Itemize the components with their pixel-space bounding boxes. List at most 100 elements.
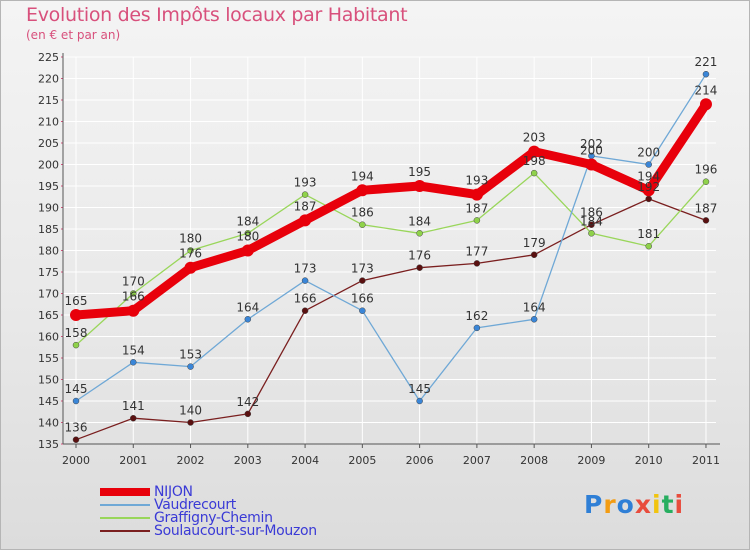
y-tick-label: 190 <box>38 202 59 215</box>
data-label: 221 <box>695 55 718 69</box>
data-point <box>530 251 538 259</box>
data-label: 164 <box>523 300 546 314</box>
data-point <box>72 397 80 405</box>
x-tick-label: 2007 <box>463 454 491 467</box>
data-label: 193 <box>294 176 317 190</box>
data-label: 170 <box>122 275 145 289</box>
data-label: 145 <box>408 382 431 396</box>
data-label: 192 <box>637 180 660 194</box>
data-label: 145 <box>65 382 88 396</box>
y-tick-label: 135 <box>38 438 59 451</box>
data-point <box>130 290 137 297</box>
brand-letter: t <box>661 490 675 519</box>
axes: 135 140 145 150 155 160 165 170 175 180 185 190 195 2… <box>38 51 720 467</box>
legend-label: Graffigny-Chemin <box>154 510 273 526</box>
data-label: 214 <box>695 83 718 97</box>
data-point <box>241 244 254 257</box>
data-point <box>299 214 312 227</box>
y-tick-label: 205 <box>38 137 59 150</box>
y-tick-label: 180 <box>38 245 59 258</box>
data-label: 181 <box>637 227 660 241</box>
data-point <box>301 307 309 314</box>
data-point <box>642 184 655 197</box>
data-point <box>244 410 252 418</box>
chart-title: Evolution des Impôts locaux par Habitant <box>26 4 408 26</box>
series-line-1 <box>75 73 707 402</box>
data-label: 187 <box>294 199 317 213</box>
brand-letter: x <box>634 490 652 519</box>
series-line-3 <box>75 198 707 441</box>
series-markers <box>70 70 712 443</box>
y-tick-label: 140 <box>38 417 59 430</box>
grid <box>63 56 716 445</box>
y-tick-label: 215 <box>38 94 59 107</box>
data-point <box>702 70 710 78</box>
legend-swatch <box>100 488 150 496</box>
data-point <box>702 217 710 224</box>
data-point <box>530 316 538 323</box>
data-point <box>72 436 80 443</box>
data-point <box>359 277 366 284</box>
data-label: 184 <box>580 214 603 228</box>
data-point <box>359 307 366 314</box>
data-point <box>187 419 194 426</box>
data-point <box>301 191 309 198</box>
data-label: 180 <box>236 230 259 244</box>
data-point <box>301 277 309 284</box>
data-point <box>473 260 481 267</box>
data-label: 184 <box>408 214 431 228</box>
data-point <box>473 217 481 224</box>
data-point <box>473 324 481 332</box>
data-label: 187 <box>465 201 488 215</box>
y-tick-label: 220 <box>38 73 59 86</box>
data-label: 200 <box>580 144 603 158</box>
data-label: 153 <box>179 348 202 362</box>
data-point <box>187 247 194 254</box>
data-point <box>70 309 82 321</box>
data-label: 186 <box>351 206 374 220</box>
data-label: 166 <box>122 290 145 304</box>
data-label: 194 <box>351 169 374 183</box>
brand-letter: i <box>674 490 685 519</box>
data-label: 194 <box>637 169 660 183</box>
x-tick-label: 2003 <box>234 454 262 467</box>
data-point <box>244 230 252 237</box>
y-tick-label: 225 <box>38 51 59 64</box>
data-label: 193 <box>465 174 488 188</box>
data-label: 162 <box>465 309 488 323</box>
data-point <box>413 180 426 192</box>
data-point <box>184 261 197 274</box>
y-tick-label: 195 <box>38 180 59 193</box>
data-point <box>588 230 595 237</box>
data-label: 187 <box>695 201 718 215</box>
brand-letter: P <box>584 490 604 519</box>
data-point <box>645 195 652 203</box>
data-label: 166 <box>351 292 374 306</box>
data-label: 186 <box>580 206 603 220</box>
y-tick-label: 165 <box>38 309 59 322</box>
series-lines <box>71 73 711 441</box>
y-tick-label: 185 <box>38 223 59 236</box>
data-label: 136 <box>65 421 88 435</box>
legend-label: NIJON <box>154 484 193 500</box>
data-point <box>645 161 652 168</box>
y-tick-label: 170 <box>38 288 59 301</box>
data-label: 158 <box>65 326 88 340</box>
data-point <box>187 363 194 370</box>
data-label: 195 <box>408 165 431 179</box>
x-tick-label: 2004 <box>291 454 319 467</box>
x-tick-label: 2005 <box>348 454 376 467</box>
data-label: 198 <box>523 154 546 168</box>
data-label: 179 <box>523 236 546 250</box>
data-point <box>528 145 541 158</box>
legend-swatch <box>100 504 150 506</box>
data-label: 196 <box>695 163 718 177</box>
data-point <box>530 169 538 177</box>
y-tick-label: 200 <box>38 159 59 172</box>
x-tick-label: 2010 <box>635 454 663 467</box>
y-tick-label: 210 <box>38 116 59 129</box>
data-label: 200 <box>637 146 660 160</box>
data-point <box>588 221 595 228</box>
